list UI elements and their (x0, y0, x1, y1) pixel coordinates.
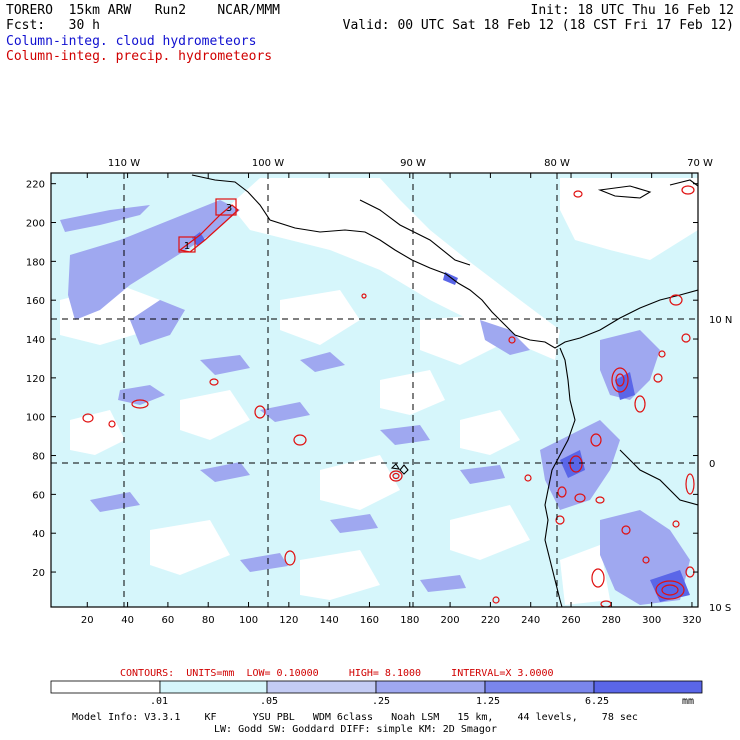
lon-label-100w: 100 W (252, 158, 284, 169)
model-name: TORERO (6, 3, 53, 18)
y-tick-label: 20 (32, 568, 45, 579)
colorbar-swatch (484, 680, 595, 694)
valid-time: Valid: 00 UTC Sat 18 Feb 12 (18 CST Fri … (342, 18, 734, 33)
header-line-1: TORERO 15km ARW Run2 NCAR/MMM (6, 3, 280, 18)
lat-label-10s: 10 S (709, 603, 731, 614)
x-axis-ticks: 20 40 60 80 100 120 140 160 180 200 220 240 260 280 30… (81, 173, 702, 626)
contours-interval: INTERVAL=X 3.0000 (451, 668, 554, 679)
contours-caption: CONTOURS: UNITS=mm LOW= 0.10000 HIGH= 8.… (120, 668, 554, 679)
x-tick-label: 20 (81, 615, 94, 626)
y-tick-label: 60 (32, 490, 45, 501)
y-axis-ticks: 20 40 60 80 100 120 140 160 180 200 220 (26, 180, 698, 579)
x-tick-label: 320 (682, 615, 701, 626)
y-tick-label: 200 (26, 219, 45, 230)
y-tick-label: 160 (26, 296, 45, 307)
x-tick-label: 280 (602, 615, 621, 626)
fcst-label: Fcst: (6, 18, 46, 33)
model-resolution: 15km ARW (68, 3, 132, 18)
lon-label-90w: 90 W (400, 158, 426, 169)
field-title-cloud: Column-integ. cloud hydrometeors (6, 34, 257, 49)
y-tick-label: 220 (26, 180, 45, 191)
colorbar-swatch (50, 680, 161, 694)
colorbar-swatch (593, 680, 703, 694)
x-tick-label: 180 (400, 615, 419, 626)
storm-box-1-label: 1 (184, 241, 190, 252)
y-tick-label: 40 (32, 529, 45, 540)
field-title-precip: Column-integ. precip. hydrometeors (6, 49, 273, 64)
lat-lon-grid (51, 173, 698, 607)
x-tick-label: 240 (521, 615, 540, 626)
colorbar-label-4: 6.25 (585, 696, 610, 707)
coastline (191, 174, 698, 607)
x-tick-label: 140 (320, 615, 339, 626)
lat-label-0: 0 (709, 459, 715, 470)
model-physics: LW: Godd SW: Goddard DIFF: simple KM: 2D… (214, 724, 497, 735)
colorbar-swatch (266, 680, 377, 694)
colorbar (50, 680, 703, 694)
colorbar-unit: mm (682, 696, 695, 707)
colorbar-label-3: 1.25 (476, 696, 501, 707)
storm-box-3 (215, 198, 237, 216)
map-frame (50, 172, 699, 608)
contours-units: UNITS=mm (186, 668, 235, 679)
storm-box-3-label: 3 (226, 203, 232, 214)
colorbar-swatch (159, 680, 268, 694)
lon-label-80w: 80 W (544, 158, 570, 169)
lat-label-10n: 10 N (709, 315, 732, 326)
x-tick-label: 300 (642, 615, 661, 626)
contours-low: LOW= 0.10000 (246, 668, 319, 679)
y-tick-label: 100 (26, 413, 45, 424)
x-tick-label: 160 (360, 615, 379, 626)
colorbar-swatch (375, 680, 486, 694)
y-tick-label: 80 (32, 452, 45, 463)
forecast-hour: Fcst: 30 h (6, 18, 100, 33)
init-time: Init: 18 UTC Thu 16 Feb 12 (530, 3, 735, 18)
org-name: NCAR/MMM (217, 3, 280, 18)
x-tick-label: 40 (121, 615, 134, 626)
clear-sky-regions (60, 178, 698, 605)
lon-label-110w: 110 W (108, 158, 140, 169)
map-content: 1 3 (51, 173, 698, 607)
x-tick-label: 200 (441, 615, 460, 626)
run-name: Run2 (154, 3, 187, 18)
x-tick-label: 60 (162, 615, 175, 626)
x-tick-label: 220 (481, 615, 500, 626)
y-tick-label: 140 (26, 335, 45, 346)
x-tick-label: 120 (279, 615, 298, 626)
y-tick-label: 180 (26, 257, 45, 268)
colorbar-label-1: .05 (260, 696, 279, 707)
x-tick-label: 260 (561, 615, 580, 626)
contours-high: HIGH= 8.1000 (348, 668, 422, 679)
lon-label-70w: 70 W (687, 158, 713, 169)
storm-box-1 (178, 236, 196, 253)
colorbar-label-2: .25 (372, 696, 391, 707)
x-tick-label: 100 (239, 615, 258, 626)
contours-prefix: CONTOURS: (120, 668, 175, 679)
model-info: Model Info: V3.3.1 KF YSU PBL WDM 6class… (72, 712, 638, 723)
x-tick-label: 80 (202, 615, 215, 626)
colorbar-label-0: .01 (150, 696, 169, 707)
fcst-value: 30 h (68, 18, 100, 33)
precip-contours (82, 185, 695, 607)
y-tick-label: 120 (26, 374, 45, 385)
